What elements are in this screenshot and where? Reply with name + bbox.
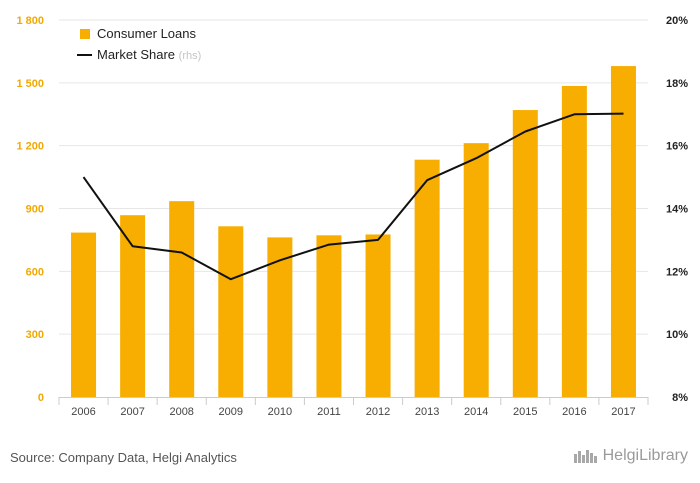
bar-2008 (169, 201, 195, 397)
left-tick-label: 1 200 (16, 141, 44, 153)
logo-text: HelgiLibrary (602, 447, 688, 464)
left-tick-label: 0 (38, 392, 44, 404)
left-tick-label: 1 800 (16, 15, 44, 27)
left-tick-label: 900 (26, 204, 44, 216)
right-tick-label: 8% (672, 392, 688, 404)
x-tick-label: 2006 (71, 406, 95, 418)
x-tick-label: 2012 (366, 406, 390, 418)
left-axis: 0 300 600 900 1 200 1 500 1 800 (16, 15, 44, 404)
x-tick-label: 2017 (611, 406, 635, 418)
left-tick-label: 600 (26, 266, 44, 278)
bar-2009 (218, 226, 244, 397)
library-icon (573, 450, 597, 463)
x-tick-label: 2010 (268, 406, 292, 418)
x-tick-label: 2011 (317, 406, 341, 418)
helgilibrary-logo: HelgiLibrary (573, 447, 688, 465)
right-axis: 8% 10% 12% 14% 16% 18% 20% (666, 15, 688, 404)
bar-2016 (561, 85, 587, 397)
x-axis: 2006 2007 2008 2009 2010 2011 2012 2013 2014 2015… (58, 397, 649, 418)
x-tick-label: 2009 (219, 406, 243, 418)
left-tick-label: 1 500 (16, 78, 44, 90)
x-tick-label: 2015 (513, 406, 537, 418)
right-tick-label: 10% (666, 329, 688, 341)
legend: Consumer Loans Market Share (rhs) (77, 26, 201, 62)
line-series (82, 112, 624, 281)
market-share-line (82, 112, 624, 281)
left-tick-label: 300 (26, 329, 44, 341)
right-tick-label: 12% (666, 266, 688, 278)
right-tick-label: 14% (666, 204, 688, 216)
right-tick-label: 18% (666, 78, 688, 90)
source-note: Source: Company Data, Helgi Analytics (10, 450, 237, 465)
bar-2013 (414, 159, 440, 397)
bar-2017 (610, 66, 636, 398)
legend-label-consumer-loans: Consumer Loans (97, 26, 196, 41)
grid (59, 19, 648, 335)
x-tick-label: 2014 (464, 406, 488, 418)
bar-series (71, 66, 636, 398)
chart: 0 300 600 900 1 200 1 500 1 800 8% 10% 12% 14% 16%… (16, 15, 688, 418)
bar-2007 (120, 215, 146, 397)
bar-2006 (71, 232, 97, 397)
legend-swatch-consumer-loans (80, 29, 90, 39)
right-tick-label: 16% (666, 141, 688, 153)
x-tick-label: 2008 (169, 406, 193, 418)
x-tick-label: 2016 (562, 406, 586, 418)
legend-label-market-share: Market Share (rhs) (97, 47, 201, 62)
x-tick-label: 2013 (415, 406, 439, 418)
bar-2014 (463, 143, 489, 397)
bar-2011 (316, 235, 342, 397)
bar-2012 (365, 234, 391, 397)
x-tick-label: 2007 (120, 406, 144, 418)
bar-2015 (512, 110, 538, 398)
right-tick-label: 20% (666, 15, 688, 27)
